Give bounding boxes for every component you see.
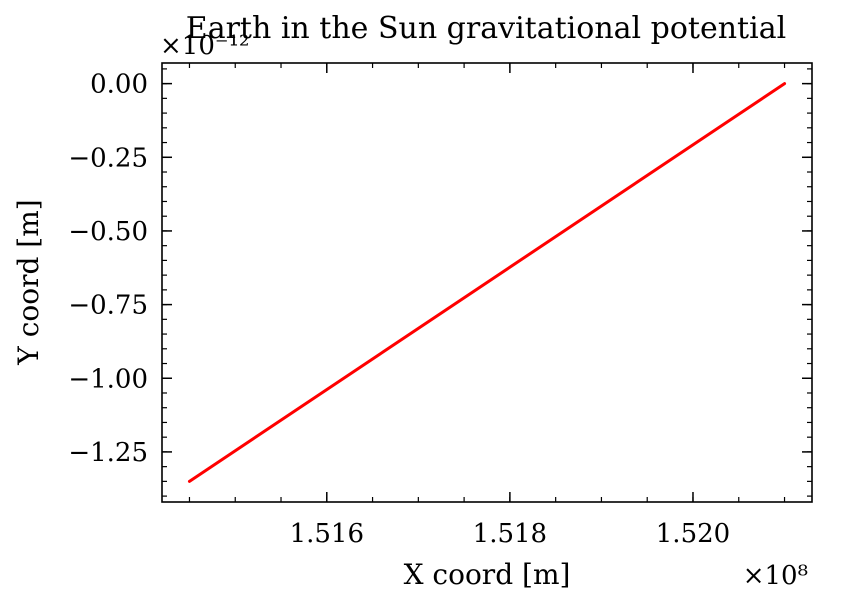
y-axis-label: Y coord [m] — [12, 199, 45, 365]
x-tick-label: 1.516 — [290, 519, 364, 549]
y-tick-label: 0.00 — [90, 70, 148, 100]
y-ticks: 0.00 −0.25 −0.50 −0.75 −1.00 −1.25 — [68, 68, 812, 497]
x-ticks: 1.516 1.518 1.520 — [188, 63, 786, 549]
y-offset-text: ×10⁻¹² — [160, 31, 249, 61]
series-group — [187, 82, 787, 483]
y-tick-label: −1.00 — [68, 364, 148, 394]
x-tick-label: 1.518 — [473, 519, 547, 549]
x-axis-label: X coord [m] — [404, 558, 571, 591]
chart-title: Earth in the Sun gravitational potential — [186, 11, 786, 46]
plot-frame — [161, 62, 813, 503]
x-offset-text: ×10⁸ — [743, 561, 808, 591]
series-line — [187, 82, 787, 483]
y-tick-label: −0.50 — [68, 217, 148, 247]
y-tick-label: −1.25 — [68, 438, 148, 468]
plot-area: 1.516 1.518 1.520 0.00 −0.25 −0.50 −0.75 −1.00… — [68, 62, 813, 549]
x-tick-label: 1.520 — [656, 519, 730, 549]
y-tick-label: −0.25 — [68, 143, 148, 173]
y-tick-label: −0.75 — [68, 291, 148, 321]
